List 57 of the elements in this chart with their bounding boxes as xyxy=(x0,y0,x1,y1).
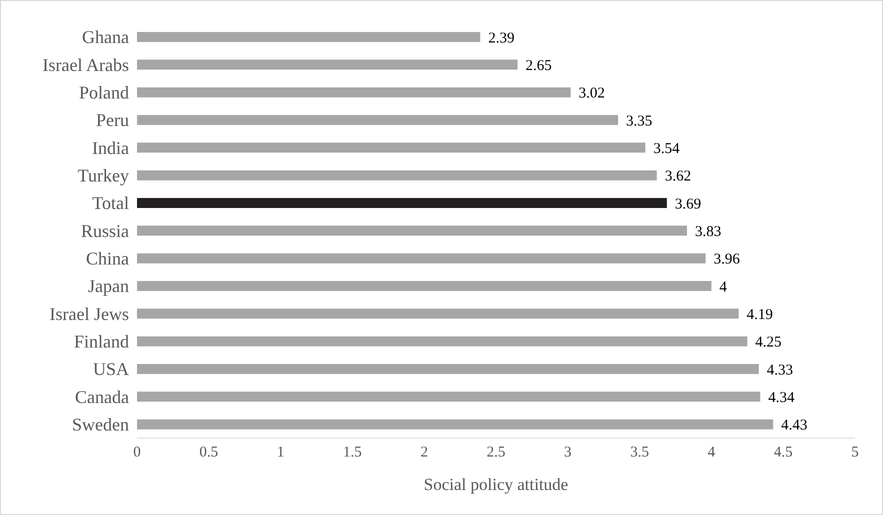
data-label: 3.96 xyxy=(714,252,740,268)
data-label: 2.65 xyxy=(526,58,552,74)
data-label: 3.69 xyxy=(674,196,702,212)
y-tick-label: Russia xyxy=(80,220,129,241)
data-label: 3.83 xyxy=(694,224,722,240)
x-tick-label: 1 xyxy=(276,444,284,461)
bar xyxy=(137,308,739,319)
y-tick-label: Sweden xyxy=(72,414,129,435)
x-tick-label: 0 xyxy=(133,444,141,461)
y-tick-label: Ghana xyxy=(82,27,130,48)
y-tick-label: Japan xyxy=(88,276,129,296)
x-tick-label: 2.5 xyxy=(486,444,506,461)
y-tick-label: Israel Arabs xyxy=(42,54,129,75)
bar xyxy=(137,60,518,70)
data-label: 4.33 xyxy=(766,362,794,378)
y-tick-label: China xyxy=(86,248,130,269)
data-label: 3.62 xyxy=(664,168,692,185)
data-label: 3.35 xyxy=(626,113,652,130)
x-tick-label: 2 xyxy=(420,444,428,461)
y-tick-label: Poland xyxy=(78,82,129,103)
y-tick-label: Israel Jews xyxy=(50,304,129,324)
y-tick-label: India xyxy=(92,138,130,158)
x-tick-label: 4.5 xyxy=(774,444,793,461)
bar xyxy=(137,198,667,208)
x-tick-label: 4 xyxy=(708,444,716,461)
data-label: 4.34 xyxy=(768,390,795,406)
bar xyxy=(137,336,748,346)
bar xyxy=(137,115,618,125)
x-tick-label: 3 xyxy=(564,444,572,461)
x-axis-title: Social policy attitude xyxy=(424,475,568,494)
data-label: 4.25 xyxy=(755,334,782,351)
bar xyxy=(137,419,774,430)
data-label: 2.39 xyxy=(488,30,514,46)
y-tick-label: USA xyxy=(92,359,129,380)
bar xyxy=(137,253,706,264)
data-label: 4.19 xyxy=(746,306,773,323)
data-label: 3.54 xyxy=(653,140,680,157)
bar xyxy=(137,87,571,98)
bar xyxy=(137,392,760,402)
x-tick-label: 5 xyxy=(851,444,859,461)
bar xyxy=(137,364,759,374)
y-tick-label: Total xyxy=(92,193,129,214)
y-tick-label: Finland xyxy=(74,332,129,352)
bar xyxy=(137,170,657,180)
x-tick-label: 0.5 xyxy=(199,444,218,461)
y-tick-label: Turkey xyxy=(78,166,129,186)
data-label: 4 xyxy=(719,279,728,296)
bar xyxy=(137,226,687,236)
y-tick-label: Canada xyxy=(75,386,129,407)
bar xyxy=(137,32,480,42)
x-tick-label: 1.5 xyxy=(343,444,362,461)
data-label: 4.43 xyxy=(781,418,808,434)
x-tick-label: 3.5 xyxy=(630,444,649,461)
y-tick-label: Peru xyxy=(96,110,129,130)
data-label: 3.02 xyxy=(578,86,605,102)
bar xyxy=(137,142,646,153)
bar xyxy=(137,281,712,291)
